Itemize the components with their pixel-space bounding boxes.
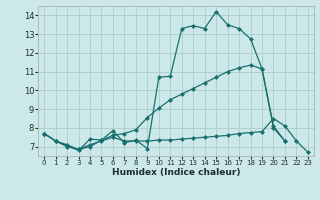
- X-axis label: Humidex (Indice chaleur): Humidex (Indice chaleur): [112, 168, 240, 177]
